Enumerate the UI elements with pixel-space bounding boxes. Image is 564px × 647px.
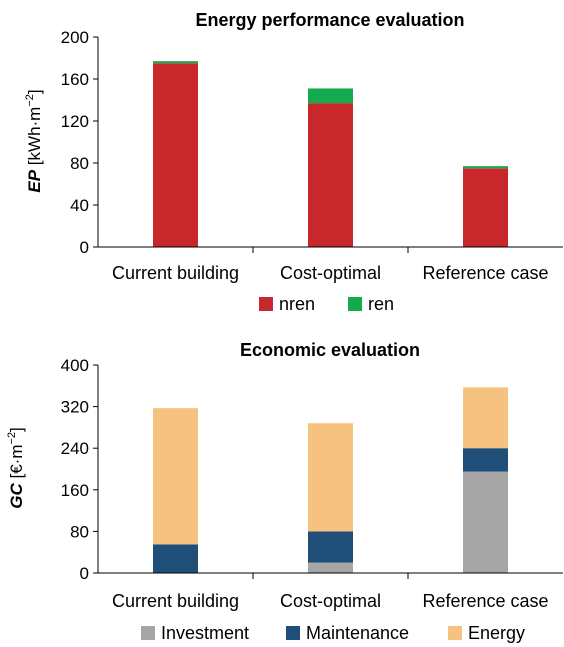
y-tick-label: 160	[61, 70, 89, 89]
y-tick-label: 40	[70, 196, 89, 215]
legend-swatch	[348, 297, 362, 311]
bar-segment	[308, 423, 353, 532]
y-axis-label: GC [€·m−2]	[6, 427, 26, 509]
y-tick-label: 0	[80, 238, 89, 257]
x-category-label: Cost-optimal	[280, 591, 381, 611]
bar-segment	[463, 471, 508, 573]
legend-swatch	[448, 626, 462, 640]
economic-evaluation-chart: Economic evaluation GC [€·m−2] 0 80 160 240…	[6, 340, 563, 643]
legend-label: Energy	[468, 623, 525, 643]
y-tick-label: 320	[61, 398, 89, 417]
y-axis-label-close: ]	[25, 89, 44, 94]
category-labels: Current building Cost-optimal Reference ca…	[112, 591, 549, 611]
x-category-label: Reference case	[422, 591, 548, 611]
x-category-label: Current building	[112, 263, 239, 283]
y-axis-label-unit: [kWh·m	[25, 107, 44, 166]
x-category-label: Current building	[112, 591, 239, 611]
y-tick-label: 240	[61, 439, 89, 458]
y-axis-label-unit: [€·m	[7, 445, 26, 479]
y-tick-label: 200	[61, 28, 89, 47]
legend-swatch	[286, 626, 300, 640]
bar-segment	[153, 61, 198, 64]
legend: nren ren	[259, 294, 394, 314]
y-tick-label: 0	[80, 564, 89, 583]
bar-segment	[153, 408, 198, 545]
category-labels: Current building Cost-optimal Reference ca…	[112, 263, 549, 283]
legend-label: ren	[368, 294, 394, 314]
energy-performance-chart: Energy performance evaluation EP [kWh·m−…	[24, 10, 563, 314]
legend-label: Investment	[161, 623, 249, 643]
legend-swatch	[259, 297, 273, 311]
chart-title: Energy performance evaluation	[195, 10, 464, 30]
x-category-label: Reference case	[422, 263, 548, 283]
y-ticks: 0 40 80 120 160 200	[61, 28, 98, 257]
bars	[153, 61, 508, 248]
bar-segment	[308, 531, 353, 563]
y-axis-label-symbol: GC	[7, 483, 26, 509]
legend-label: Maintenance	[306, 623, 409, 643]
legend-swatch	[141, 626, 155, 640]
y-tick-label: 400	[61, 356, 89, 375]
y-tick-label: 80	[70, 522, 89, 541]
bar-segment	[308, 103, 353, 248]
bar-segment	[463, 168, 508, 247]
bar-segment	[463, 166, 508, 169]
y-axis-label-symbol: EP	[25, 169, 44, 192]
bar-segment	[153, 63, 198, 247]
bar-segment	[308, 88, 353, 104]
bars	[153, 387, 508, 573]
axes	[97, 365, 563, 579]
y-tick-label: 160	[61, 481, 89, 500]
y-tick-label: 80	[70, 154, 89, 173]
y-ticks: 0 80 160 240 320 400	[61, 356, 98, 583]
y-axis-label: EP [kWh·m−2]	[24, 89, 44, 192]
y-axis-label-exponent: −2	[6, 432, 18, 445]
bar-segment	[463, 448, 508, 472]
y-axis-label-close: ]	[7, 427, 26, 432]
bar-segment	[308, 562, 353, 573]
legend: Investment Maintenance Energy	[141, 623, 525, 643]
x-category-label: Cost-optimal	[280, 263, 381, 283]
y-tick-label: 120	[61, 112, 89, 131]
bar-segment	[153, 544, 198, 573]
chart-title: Economic evaluation	[240, 340, 420, 360]
legend-label: nren	[279, 294, 315, 314]
y-axis-label-exponent: −2	[24, 94, 36, 107]
axes	[97, 37, 563, 253]
bar-segment	[463, 387, 508, 449]
